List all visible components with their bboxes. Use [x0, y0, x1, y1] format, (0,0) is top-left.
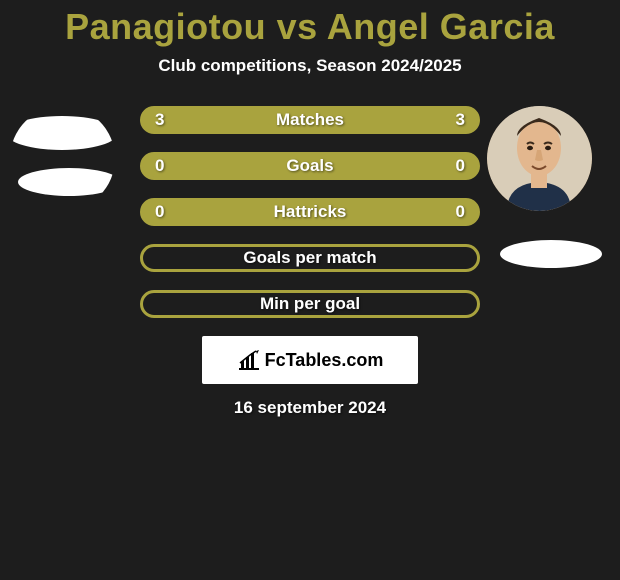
stat-value-left: 0: [155, 202, 164, 222]
stat-value-left: 0: [155, 156, 164, 176]
stat-bar-matches: 3 Matches 3: [140, 106, 480, 134]
bar-chart-icon: [237, 349, 261, 371]
subtitle: Club competitions, Season 2024/2025: [0, 56, 620, 76]
stat-bar-min-per-goal: Min per goal: [140, 290, 480, 318]
stat-label: Goals per match: [243, 248, 376, 268]
logo-text: FcTables.com: [265, 350, 384, 371]
placeholder-ellipse: [18, 168, 115, 196]
player-photo-icon: [487, 106, 592, 211]
stat-value-right: 0: [456, 202, 465, 222]
placeholder-ellipse: [10, 116, 115, 150]
stat-value-right: 0: [456, 156, 465, 176]
stat-label: Matches: [276, 110, 344, 130]
stat-bar-hattricks: 0 Hattricks 0: [140, 198, 480, 226]
stat-bar-goals: 0 Goals 0: [140, 152, 480, 180]
stat-value-right: 3: [456, 110, 465, 130]
placeholder-ellipse: [500, 240, 602, 268]
player-right-avatar: [487, 106, 592, 211]
stat-label: Min per goal: [260, 294, 360, 314]
logo-box: FcTables.com: [202, 336, 418, 384]
stat-label: Hattricks: [274, 202, 347, 222]
page-title: Panagiotou vs Angel Garcia: [0, 0, 620, 48]
date-label: 16 september 2024: [234, 398, 386, 418]
stat-label: Goals: [286, 156, 333, 176]
stat-bar-goals-per-match: Goals per match: [140, 244, 480, 272]
stat-bars: 3 Matches 3 0 Goals 0 0 Hattricks 0 Goal…: [140, 106, 480, 336]
stat-value-left: 3: [155, 110, 164, 130]
player-left-avatar: [10, 106, 115, 211]
